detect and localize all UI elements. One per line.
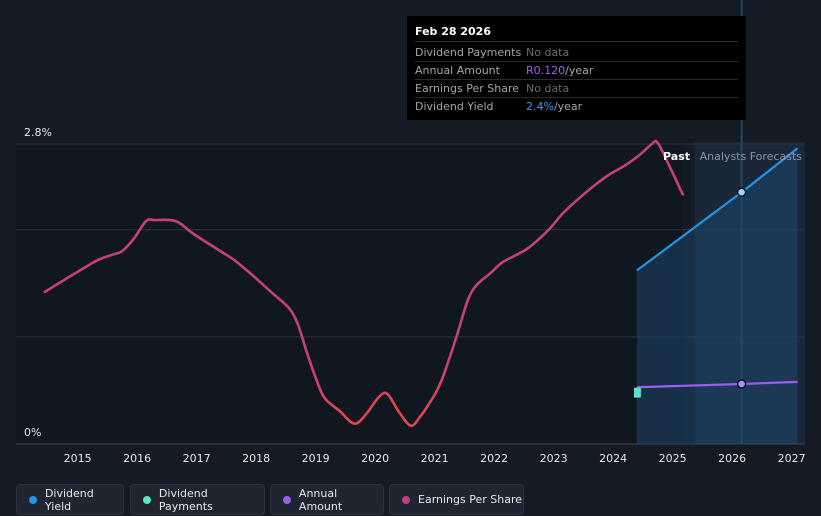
legend-label: Annual Amount [298,486,343,513]
tooltip-row-annual-amount: Annual Amount R0.120/year [415,62,738,80]
x-tick-label: 2022 [480,452,508,465]
plot-area: 2.8% 0% 2015 2016 2017 2018 2019 2020 2021 2022 20… [16,0,806,465]
x-tick-label: 2023 [540,452,568,465]
forecast-label: Analysts Forecasts [700,150,803,163]
tooltip: Feb 28 2026 Dividend Payments No data An… [407,16,746,120]
tooltip-unit: /year [553,100,583,113]
tooltip-value: 2.4% [526,100,554,113]
dividend-payment-marker [633,387,641,398]
plot-background [16,142,805,444]
x-tick-label: 2020 [361,452,389,465]
dividend-yield-dot-icon [29,495,37,504]
legend-annual-amount[interactable]: Annual Amount [270,484,384,515]
earnings-per-share-line [43,139,685,428]
x-tick-label: 2016 [123,452,151,465]
earnings-per-share-dot-icon [402,495,410,504]
legend-label: Dividend Payments [158,486,213,513]
past-label: Past [663,150,690,163]
x-tick-label: 2015 [64,452,92,465]
legend-label: Earnings Per Share [418,493,523,506]
tooltip-label: Dividend Yield [415,100,494,113]
tooltip-label: Annual Amount [415,64,500,77]
tooltip-row-earnings-per-share: Earnings Per Share No data [415,80,738,98]
x-tick-label: 2019 [302,452,330,465]
cursor-line [740,0,743,444]
tooltip-row-dividend-yield: Dividend Yield 2.4%/year [415,98,738,115]
tooltip-date: Feb 28 2026 [415,24,738,42]
tooltip-row-dividend-payments: Dividend Payments No data [415,44,738,62]
legend-label: Dividend Yield [44,486,94,513]
legend-earnings-per-share[interactable]: Earnings Per Share [389,484,524,515]
y-tick-label: 2.8% [24,126,52,139]
x-tick-label: 2021 [421,452,449,465]
tooltip-value: R0.120 [526,64,566,77]
x-tick-label: 2025 [659,452,687,465]
x-tick-label: 2024 [599,452,627,465]
dividend-payments-dot-icon [143,495,151,504]
y-tick-label: 0% [24,426,41,439]
x-tick-label: 2027 [778,452,806,465]
dividend-yield-marker [736,187,747,197]
tooltip-value: No data [526,46,570,59]
forecast-region [694,142,805,444]
tooltip-unit: /year [565,64,594,77]
x-tick-label: 2017 [183,452,211,465]
x-tick-label: 2026 [718,452,746,465]
legend-dividend-payments[interactable]: Dividend Payments [130,484,265,515]
x-tick-label: 2018 [242,452,270,465]
annual-amount-marker [736,379,747,389]
tooltip-label: Dividend Payments [415,46,522,59]
past-divider-band [682,142,695,444]
tooltip-label: Earnings Per Share [415,82,520,95]
legend-dividend-yield[interactable]: Dividend Yield [16,484,124,515]
tooltip-value: No data [526,82,570,95]
dividend-yield-area [636,148,798,445]
annual-amount-dot-icon [283,495,291,504]
